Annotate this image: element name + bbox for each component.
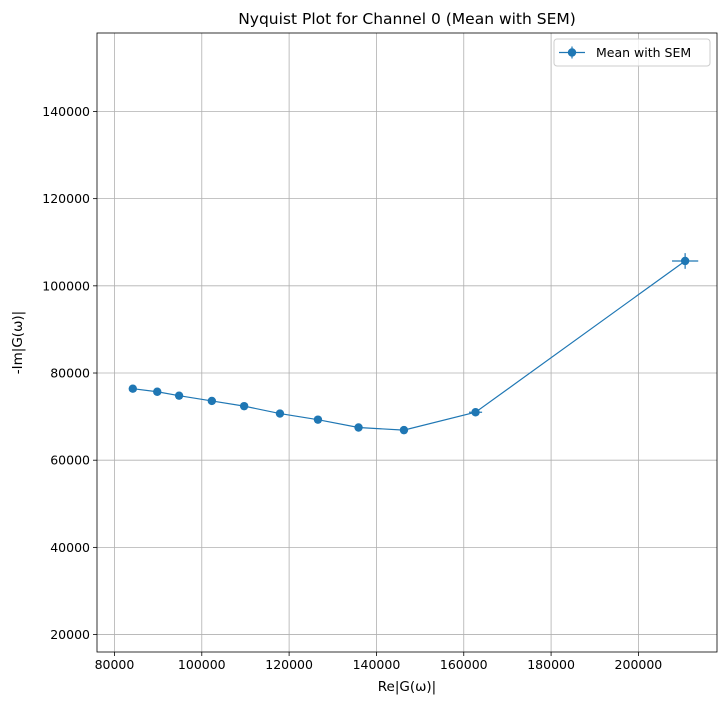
data-point	[680, 256, 690, 266]
legend: Mean with SEM	[553, 38, 711, 67]
data-point	[207, 396, 217, 406]
plot-frame	[96, 32, 718, 653]
y-tick-label: 100000	[42, 278, 90, 293]
y-tick-label: 140000	[42, 104, 90, 119]
x-tick-label: 100000	[178, 657, 226, 672]
data-point	[354, 423, 363, 432]
series-line	[132, 260, 686, 431]
x-tick-label: 140000	[353, 657, 401, 672]
legend-box	[553, 38, 711, 67]
y-tick-label: 60000	[50, 453, 90, 468]
legend-marker	[559, 46, 585, 59]
legend-label: Mean with SEM	[596, 45, 691, 60]
chart-title: Nyquist Plot for Channel 0 (Mean with SE…	[238, 10, 576, 28]
data-point	[275, 409, 285, 418]
data-point	[471, 408, 480, 417]
data-point	[128, 384, 138, 393]
x-tick-label: 200000	[615, 657, 663, 672]
legend-point	[567, 48, 577, 57]
data-point	[174, 391, 184, 400]
y-tick-label: 120000	[42, 191, 90, 206]
x-tick-label: 80000	[95, 657, 135, 672]
y-tick-label: 20000	[50, 627, 90, 642]
x-axis-label: Re|G(ω)|	[378, 679, 436, 695]
y-axis-ticks: 20000 40000 60000 80000 100000 120000 140000	[42, 104, 97, 642]
y-tick-label: 40000	[50, 540, 90, 555]
y-axis-label: -Im|G(ω)|	[10, 311, 26, 374]
x-tick-label: 160000	[440, 657, 488, 672]
data-point	[153, 387, 162, 396]
y-tick-label: 80000	[50, 366, 90, 381]
series-mean-with-sem	[128, 253, 699, 435]
x-tick-label: 120000	[265, 657, 313, 672]
grid	[97, 33, 717, 652]
x-tick-label: 180000	[527, 657, 575, 672]
x-axis-ticks: 80000 100000 120000 140000 160000 180000 20000…	[95, 652, 663, 672]
data-point	[313, 415, 323, 424]
data-point	[239, 401, 249, 411]
data-point	[399, 425, 409, 435]
